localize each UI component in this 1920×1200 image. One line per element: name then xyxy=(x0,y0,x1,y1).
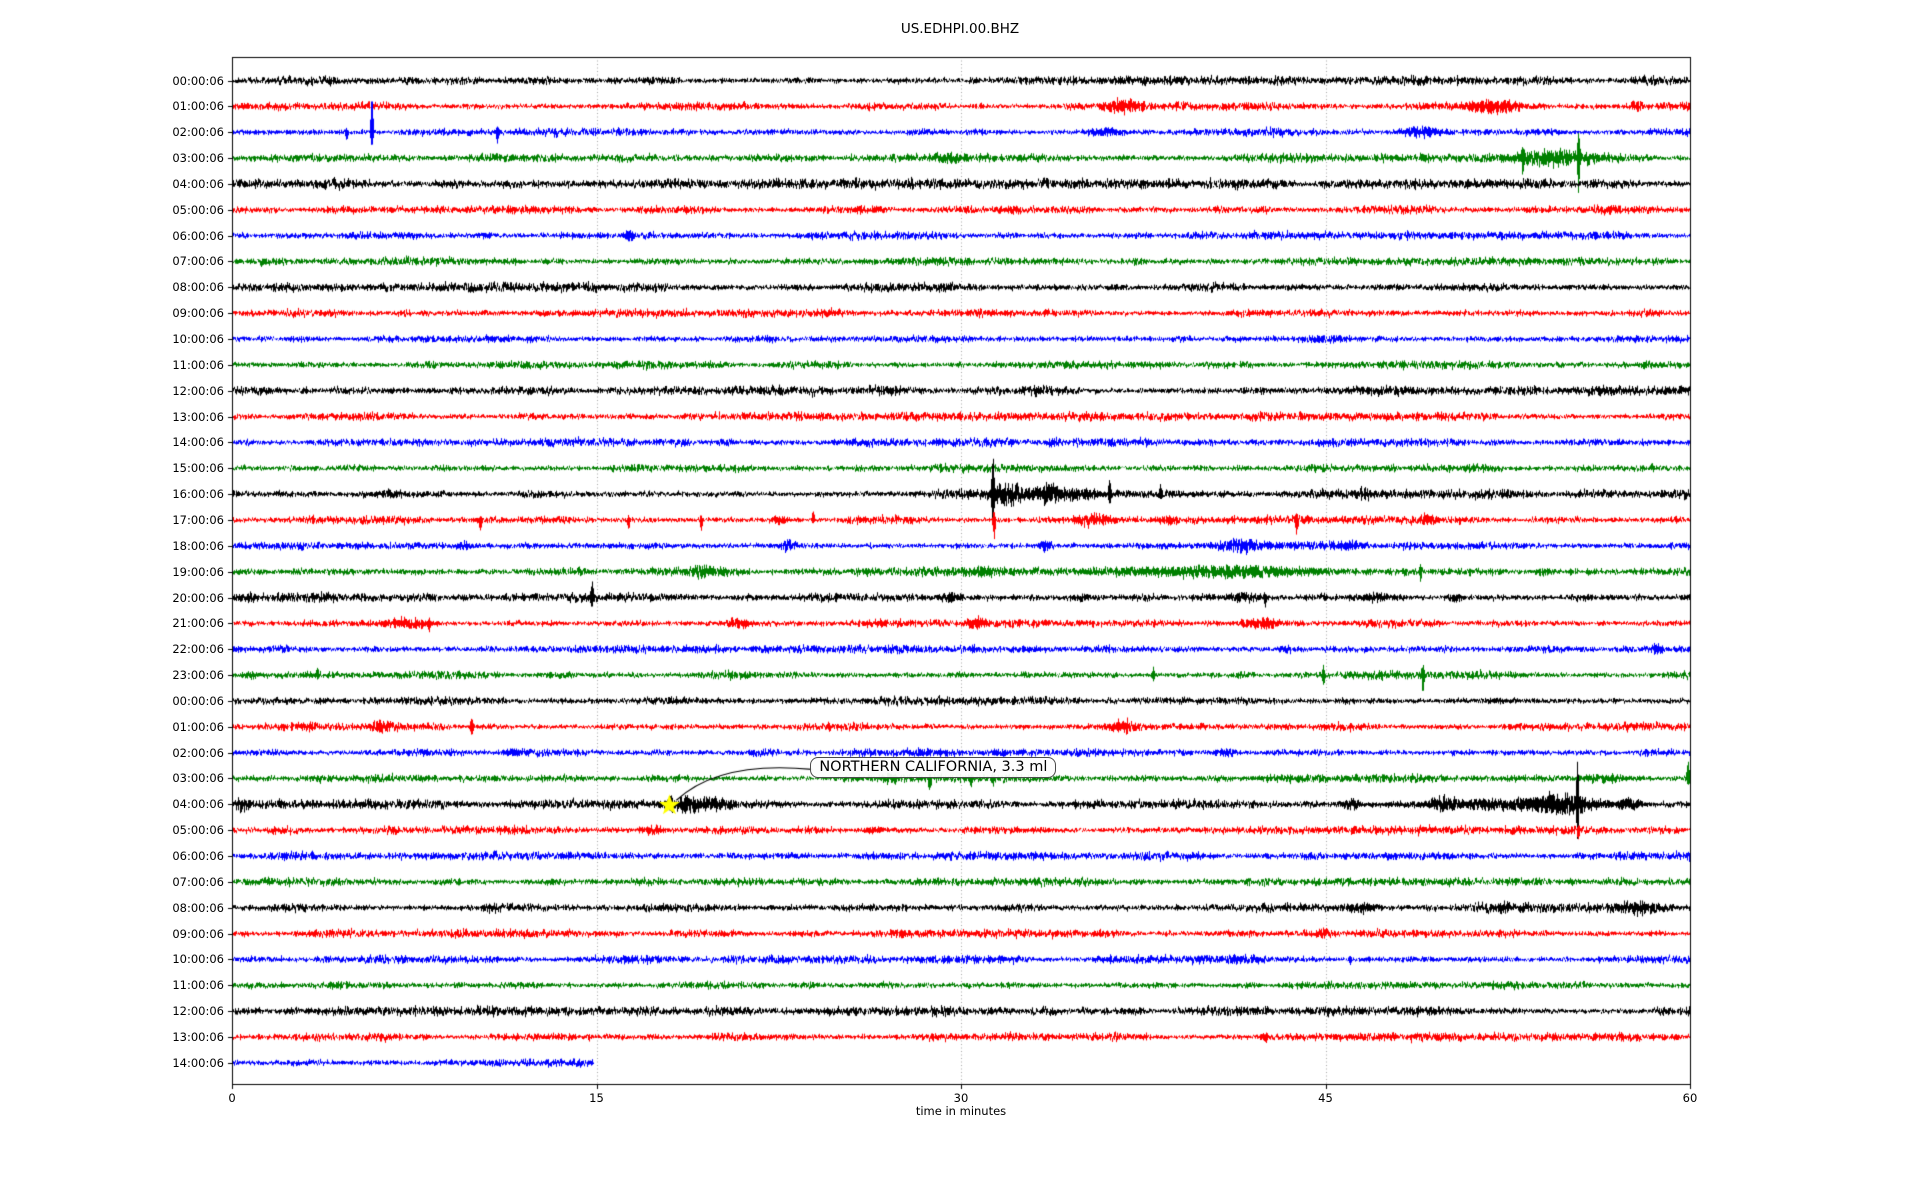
row-time-label: 03:00:06 xyxy=(172,771,224,786)
row-time-label: 12:00:06 xyxy=(172,383,224,398)
x-tick-label: 0 xyxy=(228,1091,236,1105)
row-time-label: 19:00:06 xyxy=(172,564,224,579)
row-time-label: 12:00:06 xyxy=(172,1004,224,1019)
row-time-label: 07:00:06 xyxy=(172,254,224,269)
plot-title: US.EDHPI.00.BHZ xyxy=(900,21,1020,37)
row-time-label: 08:00:06 xyxy=(172,900,224,915)
x-tick-label: 60 xyxy=(1682,1091,1698,1105)
row-time-label: 03:00:06 xyxy=(172,151,224,166)
row-time-label: 02:00:06 xyxy=(172,745,224,760)
row-time-label: 23:00:06 xyxy=(172,668,224,683)
row-time-label: 18:00:06 xyxy=(172,538,224,553)
row-time-label: 01:00:06 xyxy=(172,99,224,114)
row-time-label: 10:00:06 xyxy=(172,952,224,967)
row-time-label: 13:00:06 xyxy=(172,409,224,424)
row-time-label: 07:00:06 xyxy=(172,874,224,889)
x-axis-label: time in minutes xyxy=(915,1104,1007,1118)
row-time-label: 06:00:06 xyxy=(172,849,224,863)
row-time-label: 09:00:06 xyxy=(172,306,224,321)
row-time-label: 04:00:06 xyxy=(172,797,224,812)
row-time-label: 00:00:06 xyxy=(172,693,224,708)
row-time-label: 14:00:06 xyxy=(172,435,224,450)
row-time-label: 01:00:06 xyxy=(172,719,224,734)
row-time-label: 14:00:06 xyxy=(172,1055,224,1070)
row-time-label: 20:00:06 xyxy=(172,590,224,605)
x-tick-label: 30 xyxy=(953,1091,969,1105)
row-time-label: 00:00:06 xyxy=(172,73,224,88)
row-time-label: 05:00:06 xyxy=(172,823,224,838)
row-time-label: 09:00:06 xyxy=(172,926,224,941)
row-time-label: 06:00:06 xyxy=(172,228,224,243)
row-time-label: 04:00:06 xyxy=(172,176,224,191)
row-time-label: 08:00:06 xyxy=(172,280,224,295)
row-time-label: 11:00:06 xyxy=(172,978,224,993)
row-time-label: 21:00:06 xyxy=(172,616,224,631)
row-time-label: 15:00:06 xyxy=(172,461,224,476)
row-time-label: 22:00:06 xyxy=(172,642,224,657)
row-time-label: 02:00:06 xyxy=(172,125,224,140)
row-time-label: 17:00:06 xyxy=(172,512,224,527)
row-time-label: 05:00:06 xyxy=(172,202,224,217)
row-time-label: 10:00:06 xyxy=(172,332,224,346)
row-time-label: 16:00:06 xyxy=(172,487,224,502)
event-annotation-text: NORTHERN CALIFORNIA, 3.3 ml xyxy=(819,759,1048,776)
x-tick-label: 45 xyxy=(1318,1091,1333,1105)
x-tick-label: 15 xyxy=(589,1091,604,1105)
event-annotation: NORTHERN CALIFORNIA, 3.3 ml xyxy=(810,757,1057,779)
row-time-label: 11:00:06 xyxy=(172,357,224,372)
row-time-label: 13:00:06 xyxy=(172,1029,224,1044)
